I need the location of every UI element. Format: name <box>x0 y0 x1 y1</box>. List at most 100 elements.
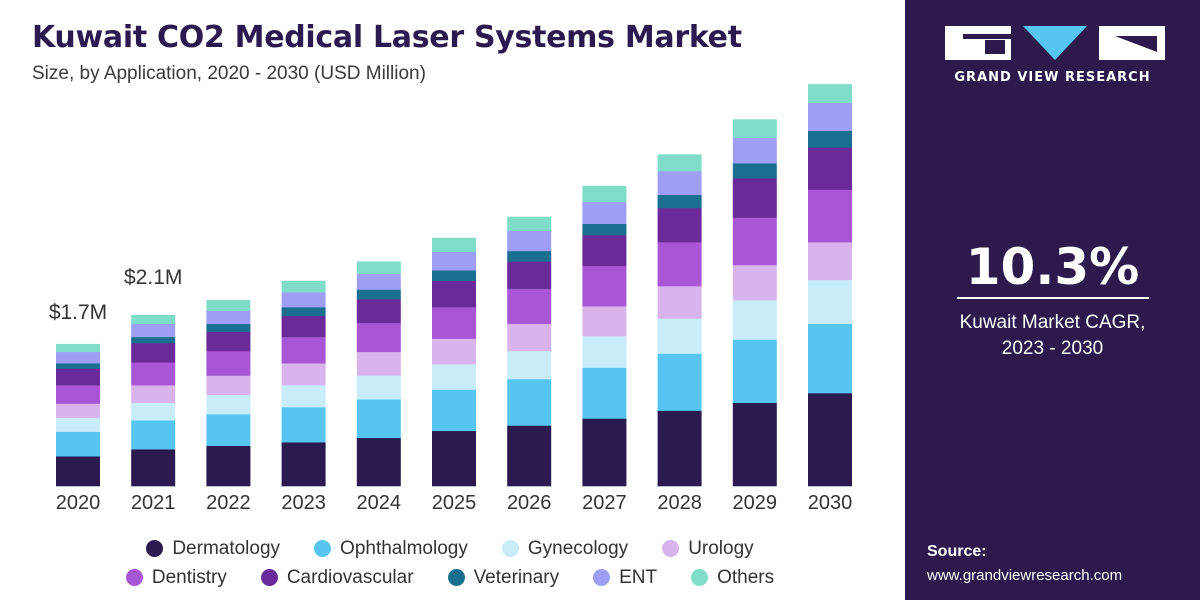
legend-item-veterinary: Veterinary <box>447 566 560 589</box>
bar-segment-others-2027 <box>582 185 627 203</box>
legend-swatch-icon <box>447 569 465 586</box>
bar-segment-dermatology-2028 <box>657 410 702 487</box>
cagr-value: 10.3% <box>965 238 1140 296</box>
legend-label: Gynecology <box>527 537 629 559</box>
bar-segment-gynecology-2023 <box>281 385 326 408</box>
chart-legend: Dermatology Ophthalmology Gynecology Urolog… <box>0 534 900 592</box>
bar-segment-dermatology-2024 <box>356 437 401 487</box>
bar-segment-ophthalmology-2030 <box>808 323 852 394</box>
bar-segment-dentistry-2022 <box>206 350 251 376</box>
legend-swatch-icon <box>501 540 519 557</box>
bar-segment-cardiovascular-2026 <box>507 261 552 289</box>
legend-item-ophthalmology: Ophthalmology <box>314 538 468 560</box>
legend-item-dermatology: Dermatology <box>146 538 280 560</box>
stacked-bar-chart: 2020 2021 2022 2023 2024 2025 2026 2027 2028 2029… <box>49 84 853 514</box>
bar-segment-urology-2020 <box>56 403 100 418</box>
legend-row: Dermatology Ophthalmology Gynecology Urolog… <box>0 534 900 563</box>
bar-segment-ophthalmology-2027 <box>582 367 627 419</box>
x-tick-label: 2021 <box>131 492 176 514</box>
bar-segment-dentistry-2026 <box>507 288 552 325</box>
bar-segment-gynecology-2029 <box>732 300 777 340</box>
bar-segment-dermatology-2021 <box>131 449 176 487</box>
x-tick-label: 2026 <box>507 492 552 514</box>
bar-segment-gynecology-2025 <box>432 364 476 390</box>
bar-segment-urology-2027 <box>582 306 627 337</box>
bar-segment-ophthalmology-2025 <box>432 389 476 432</box>
bar-segment-dermatology-2026 <box>507 425 552 487</box>
source-url[interactable]: www.grandviewresearch.com <box>927 567 1123 584</box>
x-tick-label: 2029 <box>733 492 778 514</box>
legend-item-gynecology: Gynecology <box>501 537 629 560</box>
bar-segment-ophthalmology-2021 <box>131 420 176 450</box>
bar-segment-others-2023 <box>281 280 326 293</box>
chart-title: Kuwait CO2 Medical Laser Systems Market <box>32 20 742 55</box>
source-title: Source: <box>927 543 987 560</box>
bar-segment-veterinary-2021 <box>131 336 176 344</box>
bar-segment-urology-2029 <box>732 264 777 301</box>
bar-segment-ophthalmology-2029 <box>732 339 777 403</box>
sidebar-panel: GRAND VIEW RESEARCH 10.3% Kuwait Market … <box>905 0 1200 600</box>
bar-segment-others-2022 <box>206 300 251 311</box>
bar-segment-veterinary-2028 <box>657 194 702 209</box>
bar-segment-others-2028 <box>657 154 702 172</box>
x-tick-label: 2020 <box>56 492 101 514</box>
bar-segment-ent-2027 <box>582 201 627 224</box>
legend-label: Ophthalmology <box>340 537 468 559</box>
cagr-label-line1: Kuwait Market CAGR, <box>959 312 1146 333</box>
legend-item-cardiovascular: Cardiovascular <box>260 567 414 589</box>
legend-item-ent: ENT <box>593 567 657 589</box>
bar-segment-ophthalmology-2022 <box>206 414 251 446</box>
x-tick-label: 2023 <box>281 492 326 514</box>
bar-segment-others-2030 <box>808 84 852 103</box>
brand-name: GRAND VIEW RESEARCH <box>954 70 1151 85</box>
bar-segment-others-2020 <box>56 343 100 353</box>
legend-swatch-icon <box>593 569 611 586</box>
legend-swatch-icon <box>125 569 143 586</box>
legend-swatch-icon <box>146 540 164 557</box>
bar-segment-cardiovascular-2021 <box>131 343 176 363</box>
bar-segment-gynecology-2024 <box>356 375 401 400</box>
legend-swatch-icon <box>691 569 709 586</box>
bar-segment-dermatology-2022 <box>206 445 251 487</box>
bar-segment-dentistry-2025 <box>432 307 476 339</box>
bar-segment-veterinary-2023 <box>281 307 326 317</box>
bar-segment-ent-2028 <box>657 171 702 196</box>
legend-item-dentistry: Dentistry <box>125 567 227 589</box>
bar-segment-others-2029 <box>732 119 777 139</box>
bar-segment-gynecology-2026 <box>507 350 552 380</box>
x-tick-label: 2025 <box>432 492 477 514</box>
bar-segment-dentistry-2024 <box>356 322 401 353</box>
x-tick-label: 2024 <box>357 492 402 514</box>
bar-segment-gynecology-2021 <box>131 402 176 421</box>
bar-segment-cardiovascular-2025 <box>432 280 476 308</box>
bar-segment-ent-2030 <box>808 102 852 132</box>
bar-segment-cardiovascular-2023 <box>281 315 326 338</box>
bar-segment-dermatology-2023 <box>281 442 326 487</box>
legend-label: Veterinary <box>473 566 560 588</box>
x-tick-label: 2027 <box>582 492 627 514</box>
bar-segment-dermatology-2025 <box>432 430 476 487</box>
bar-segment-veterinary-2030 <box>808 130 852 148</box>
bar-segment-ent-2024 <box>356 273 401 290</box>
bar-segment-urology-2026 <box>507 323 552 352</box>
x-tick-label: 2030 <box>808 492 853 514</box>
bar-segment-cardiovascular-2020 <box>56 368 100 386</box>
bar-segment-cardiovascular-2029 <box>732 178 777 218</box>
bar-segment-urology-2030 <box>808 242 852 281</box>
chart-subtitle: Size, by Application, 2020 - 2030 (USD M… <box>32 63 426 84</box>
cagr-label: Kuwait Market CAGR, 2023 - 2030 <box>905 310 1200 362</box>
bar-segment-ophthalmology-2023 <box>281 407 326 443</box>
bar-segment-ent-2029 <box>732 137 777 164</box>
bar-segment-urology-2025 <box>432 338 476 365</box>
bar-value-label: $2.1M <box>124 266 182 289</box>
bar-segment-ent-2022 <box>206 310 251 325</box>
bar-segment-dermatology-2027 <box>582 418 627 487</box>
bar-segment-dermatology-2020 <box>56 456 100 487</box>
bar-segment-ent-2025 <box>432 251 476 271</box>
bar-segment-urology-2024 <box>356 351 401 376</box>
bar-segment-others-2026 <box>507 216 552 232</box>
legend-label: Others <box>717 566 775 588</box>
bar-segment-cardiovascular-2030 <box>808 147 852 190</box>
bar-segment-dermatology-2030 <box>808 393 852 487</box>
bar-segment-veterinary-2027 <box>582 223 627 236</box>
